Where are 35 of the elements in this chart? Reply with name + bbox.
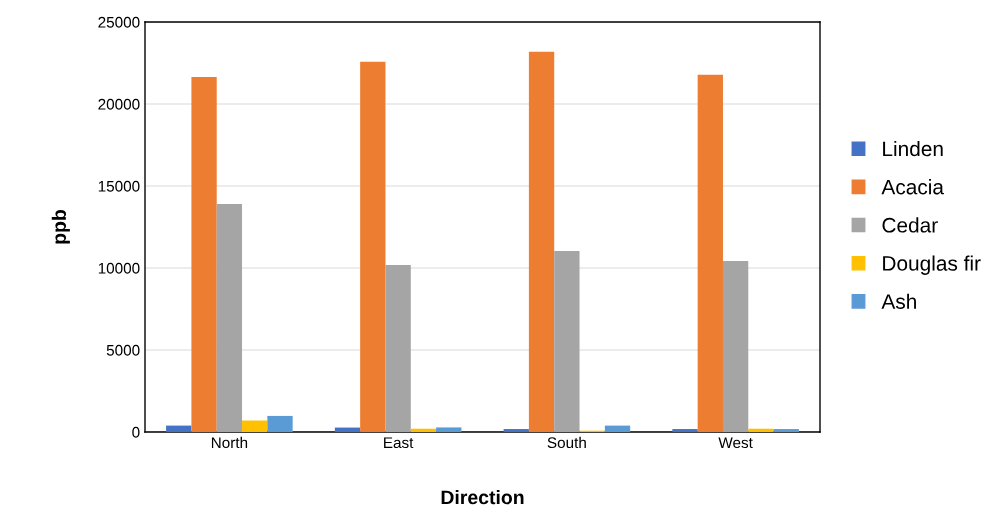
legend-label: Linden <box>883 140 943 157</box>
bar <box>697 74 723 432</box>
bar <box>191 76 217 432</box>
y-tick-label: 0 <box>132 426 140 438</box>
bar <box>773 429 799 432</box>
bar <box>528 51 555 432</box>
x-tick-label: South <box>547 436 586 449</box>
bar <box>166 425 192 432</box>
bar <box>503 429 529 432</box>
y-tick-label: 15000 <box>98 180 140 192</box>
legend-label: Ash <box>881 293 916 309</box>
bar <box>604 425 631 432</box>
bar <box>748 428 774 432</box>
bar <box>360 61 386 432</box>
bar <box>385 265 411 432</box>
x-tick-label: West <box>718 437 753 449</box>
bar <box>672 429 698 432</box>
legend-label: Douglas fir <box>883 255 981 275</box>
y-tick-label: 10000 <box>98 262 140 274</box>
y-tick-label: 20000 <box>98 98 140 110</box>
bar <box>216 204 243 432</box>
y-tick-label: 5000 <box>106 344 140 356</box>
bar <box>242 420 268 432</box>
y-tick-label: 25000 <box>98 16 140 28</box>
y-axis-title: ppb <box>51 209 70 244</box>
x-tick-label: North <box>211 436 248 449</box>
legend-label: Cedar <box>882 217 938 233</box>
legend-label: Acacia <box>881 179 944 195</box>
bar <box>722 260 749 432</box>
x-tick-label: East <box>384 437 414 449</box>
bar <box>410 428 437 432</box>
bar <box>554 250 580 432</box>
bar <box>436 427 462 432</box>
bar <box>267 415 293 432</box>
x-axis-title: Direction <box>441 489 524 505</box>
